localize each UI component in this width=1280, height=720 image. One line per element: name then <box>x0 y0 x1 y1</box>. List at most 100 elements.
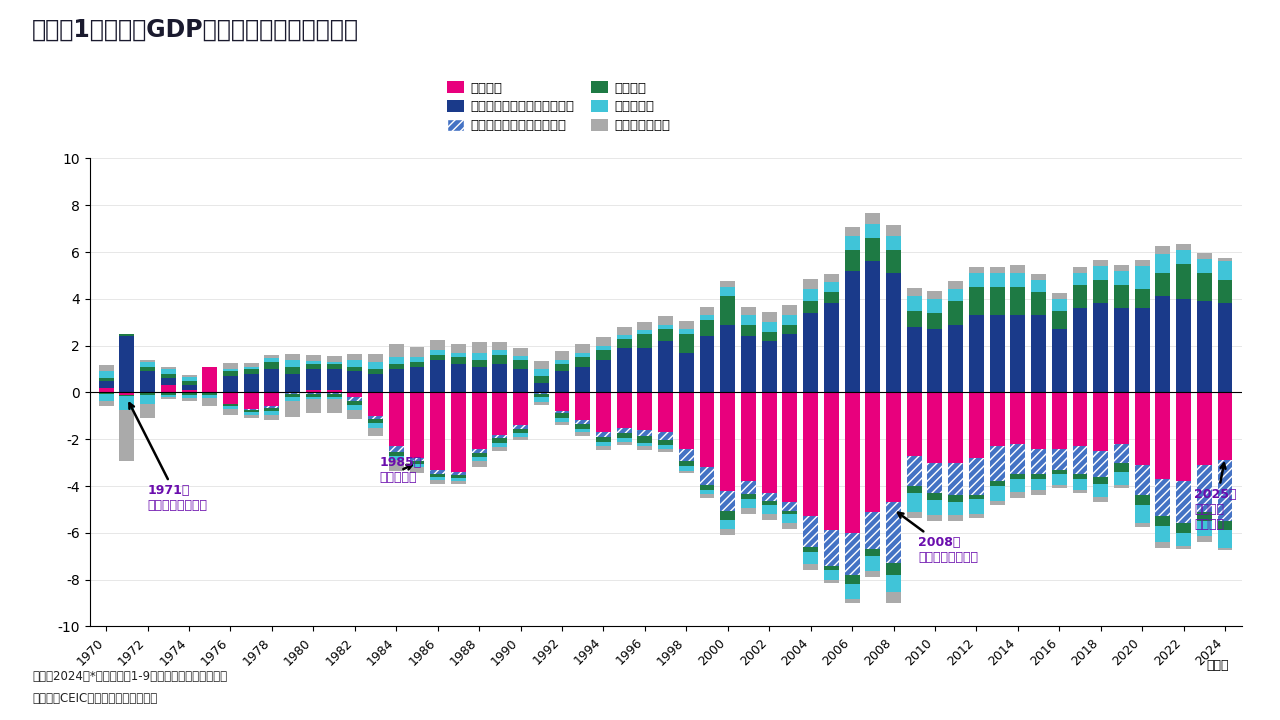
Bar <box>969 458 984 495</box>
Bar <box>285 366 300 374</box>
Bar <box>928 312 942 329</box>
Bar <box>326 392 342 394</box>
Bar <box>182 398 197 400</box>
Bar <box>389 369 403 392</box>
Bar <box>1073 479 1088 490</box>
Bar <box>865 213 881 224</box>
Bar <box>575 392 590 420</box>
Bar <box>243 366 259 369</box>
Bar <box>161 385 175 392</box>
Bar <box>513 425 529 428</box>
Bar <box>1032 292 1046 315</box>
Bar <box>1156 392 1170 479</box>
Text: 2025年
トランプ
追加関税: 2025年 トランプ 追加関税 <box>1194 464 1236 531</box>
Bar <box>513 356 529 359</box>
Text: （年）: （年） <box>1206 659 1229 672</box>
Bar <box>410 392 425 458</box>
Bar <box>1217 303 1233 392</box>
Bar <box>741 307 756 315</box>
Bar <box>389 392 403 446</box>
Bar <box>1217 521 1233 531</box>
Bar <box>1114 308 1129 392</box>
Bar <box>369 362 383 369</box>
Bar <box>575 366 590 392</box>
Bar <box>119 392 134 395</box>
Bar <box>1032 449 1046 474</box>
Bar <box>347 366 362 372</box>
Bar <box>430 350 445 355</box>
Bar <box>989 446 1005 481</box>
Bar <box>223 404 238 406</box>
Bar <box>119 395 134 396</box>
Bar <box>1176 481 1192 523</box>
Bar <box>99 379 114 381</box>
Bar <box>1176 250 1192 264</box>
Bar <box>1156 479 1170 516</box>
Bar <box>1156 297 1170 392</box>
Bar <box>471 456 486 462</box>
Bar <box>906 392 922 456</box>
Bar <box>493 364 507 392</box>
Bar <box>182 385 197 392</box>
Bar <box>430 359 445 392</box>
Bar <box>1073 308 1088 392</box>
Text: 1985年
プラザ合意: 1985年 プラザ合意 <box>380 456 422 485</box>
Bar <box>1176 244 1192 250</box>
Bar <box>265 392 279 406</box>
Bar <box>306 400 321 413</box>
Bar <box>265 415 279 420</box>
Bar <box>1010 315 1025 392</box>
Bar <box>1093 477 1108 484</box>
Bar <box>782 315 797 325</box>
Bar <box>1010 492 1025 498</box>
Bar <box>906 288 922 297</box>
Bar <box>1176 299 1192 392</box>
Bar <box>824 531 838 566</box>
Bar <box>1114 284 1129 308</box>
Bar <box>617 438 631 441</box>
Bar <box>741 508 756 514</box>
Bar <box>493 447 507 451</box>
Bar <box>471 342 486 353</box>
Bar <box>223 376 238 392</box>
Bar <box>782 392 797 503</box>
Bar <box>845 228 860 235</box>
Bar <box>1052 469 1066 474</box>
Bar <box>1073 273 1088 284</box>
Bar <box>637 334 653 348</box>
Bar <box>99 387 114 392</box>
Bar <box>617 428 631 433</box>
Bar <box>202 374 218 378</box>
Bar <box>1010 479 1025 492</box>
Bar <box>1217 280 1233 303</box>
Bar <box>369 354 383 362</box>
Bar <box>969 287 984 315</box>
Bar <box>326 394 342 397</box>
Bar <box>906 327 922 392</box>
Bar <box>575 344 590 353</box>
Bar <box>493 438 507 443</box>
Bar <box>430 474 445 477</box>
Bar <box>596 441 611 446</box>
Bar <box>928 516 942 521</box>
Bar <box>119 334 134 336</box>
Bar <box>265 406 279 408</box>
Bar <box>824 292 838 303</box>
Bar <box>1197 392 1212 465</box>
Bar <box>782 503 797 510</box>
Bar <box>430 392 445 469</box>
Bar <box>678 466 694 471</box>
Bar <box>575 353 590 357</box>
Bar <box>678 334 694 353</box>
Bar <box>845 235 860 250</box>
Bar <box>99 394 114 400</box>
Bar <box>554 372 570 392</box>
Bar <box>575 420 590 424</box>
Bar <box>803 279 818 289</box>
Bar <box>575 428 590 432</box>
Bar <box>430 477 445 480</box>
Bar <box>969 514 984 518</box>
Bar <box>678 462 694 466</box>
Bar <box>721 392 735 491</box>
Text: 2008年
リーマンショック: 2008年 リーマンショック <box>899 513 978 564</box>
